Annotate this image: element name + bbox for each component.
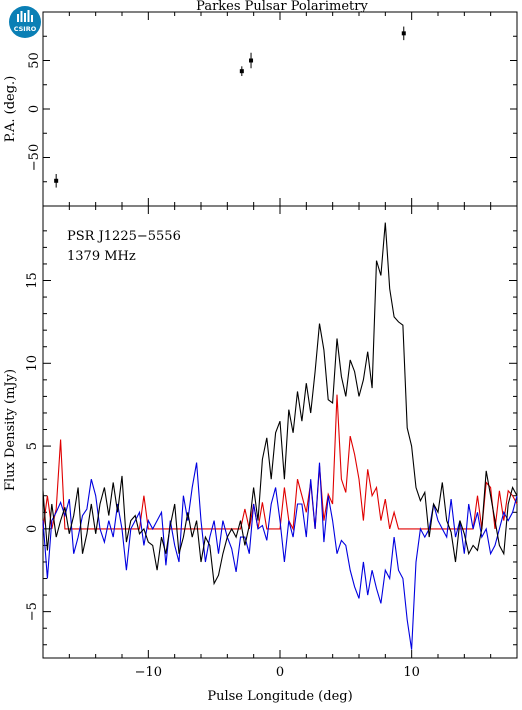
pa-data-points [54, 26, 406, 188]
csiro-logo-text: CSIRO [14, 25, 37, 33]
pa-point [54, 178, 59, 183]
flux-axis-ticks: −5 0 5 10 15 −10 0 10 [25, 206, 517, 680]
pa-y-tick-label: −50 [27, 144, 42, 171]
pa-point [401, 31, 406, 36]
x-tick-label: 10 [403, 665, 420, 680]
flux-profile-panel: −5 0 5 10 15 −10 0 10 PSR J1225−5556 1379 MHz F… [3, 205, 518, 704]
flux-y-tick-label: 5 [25, 442, 40, 450]
flux-y-axis-label: Flux Density (mJy) [3, 369, 18, 491]
flux-y-tick-label: 15 [25, 272, 40, 289]
signal-bars-icon [17, 10, 33, 22]
x-axis-label: Pulse Longitude (deg) [207, 689, 352, 704]
pa-axis-ticks: −50 0 50 [27, 12, 517, 206]
pulsar-name-label: PSR J1225−5556 [67, 229, 181, 244]
position-angle-panel: −50 0 50 P.A. (deg.) [3, 11, 518, 207]
csiro-logo: CSIRO [9, 6, 41, 38]
flux-series-lines [42, 222, 518, 650]
flux-panel-frame [42, 205, 518, 659]
total-flux-line [42, 222, 518, 586]
flux-y-tick-label: 0 [25, 525, 40, 533]
pa-point [249, 58, 254, 63]
figure-title: Parkes Pulsar Polarimetry [196, 0, 368, 14]
flux-y-tick-label: 10 [25, 355, 40, 372]
pa-y-tick-label: 50 [27, 52, 42, 69]
linear-flux-line [42, 394, 518, 531]
circular-flux-line [42, 462, 518, 650]
pa-point [239, 69, 244, 74]
flux-y-tick-label: −5 [25, 602, 40, 621]
x-tick-label: −10 [135, 665, 162, 680]
x-tick-label: 0 [276, 665, 284, 680]
pa-y-tick-label: 0 [27, 105, 42, 113]
pa-y-axis-label: P.A. (deg.) [3, 76, 18, 143]
pa-panel-frame [42, 11, 518, 207]
frequency-label: 1379 MHz [67, 249, 136, 264]
